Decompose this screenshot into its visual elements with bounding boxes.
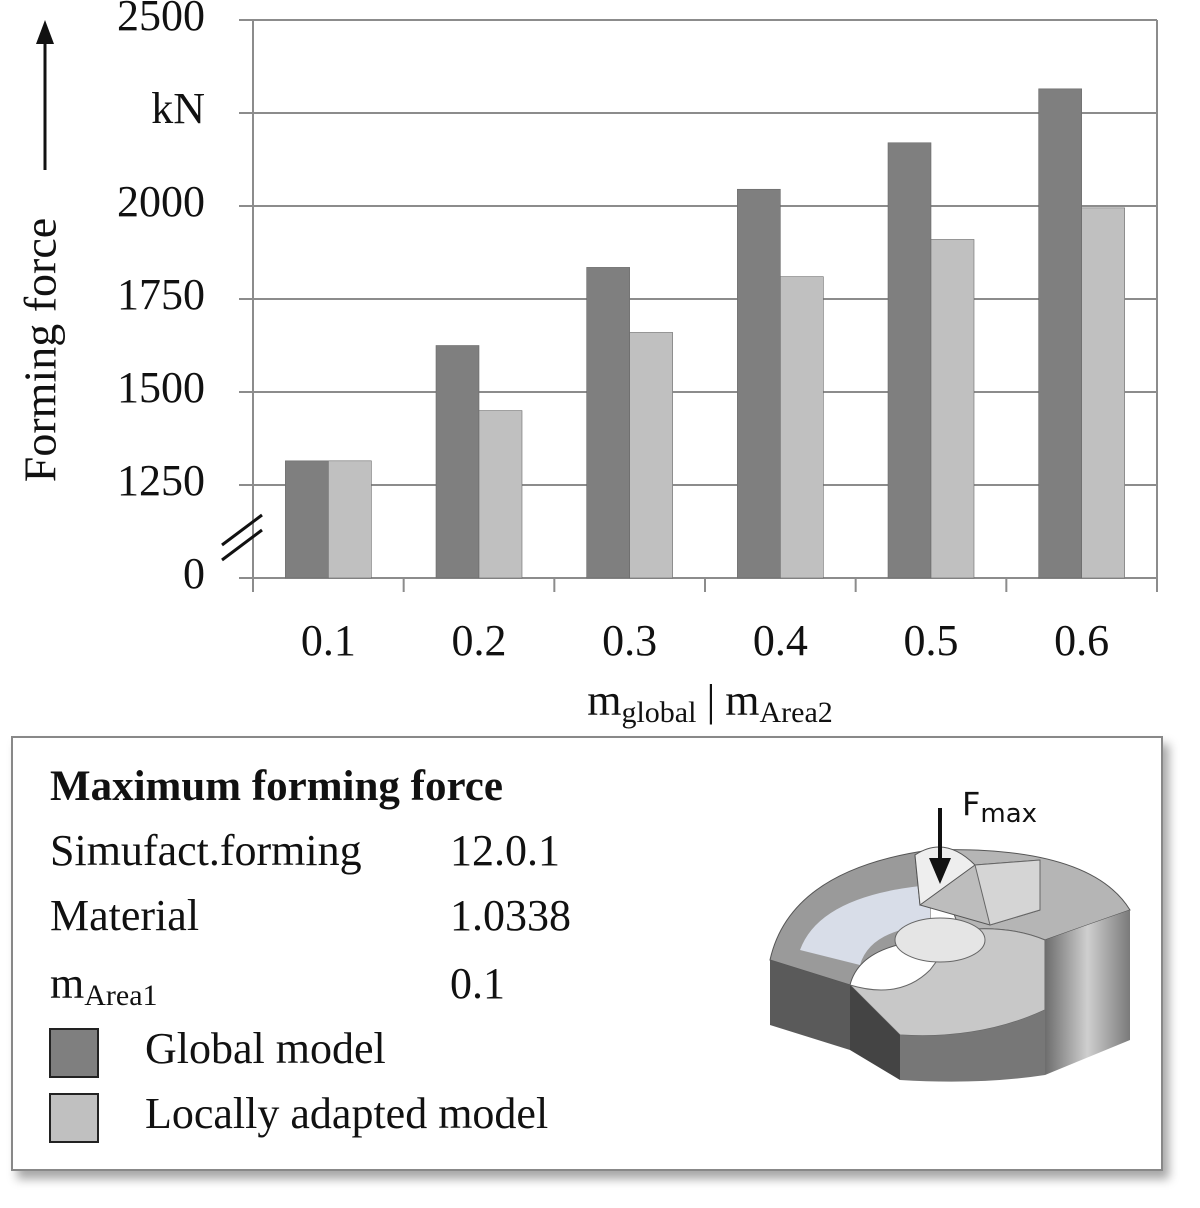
x-tick-label: 0.4 <box>753 616 808 665</box>
x-axis-label: mglobal | mArea2 <box>587 676 833 729</box>
y-tick-label: 1250 <box>117 456 205 505</box>
info-value: 12.0.1 <box>450 826 560 875</box>
x-tick-label: 0.1 <box>301 616 356 665</box>
y-tick-label: 2500 <box>117 0 205 40</box>
info-key-sub: Area1 <box>84 979 157 1012</box>
bar <box>285 460 329 579</box>
x-tick-label: 0.3 <box>602 616 657 665</box>
bar <box>1038 88 1082 579</box>
legend-label: Locally adapted model <box>145 1089 548 1138</box>
x-label-part: m <box>725 676 759 725</box>
x-label-sub: Area2 <box>759 696 832 729</box>
bar <box>780 276 824 579</box>
y-tick-label: 0 <box>183 549 205 598</box>
info-key-main: m <box>50 959 84 1008</box>
info-key: Material <box>50 891 199 940</box>
part-illustration <box>769 808 1131 1082</box>
x-tick-label: 0.2 <box>452 616 507 665</box>
axis-break <box>221 528 263 562</box>
y-axis-label: Forming force <box>15 218 66 482</box>
bar <box>586 267 630 579</box>
bar <box>435 345 480 579</box>
y-tick-label: 1750 <box>117 270 205 319</box>
legend-title: Maximum forming force <box>50 763 503 810</box>
bar <box>737 188 781 579</box>
bar <box>930 239 975 579</box>
plot-area: 0 1250 1500 1750 2000 kN 2500 0.1 0.2 0.3 0.4 0.5 0.… <box>117 0 1158 665</box>
force-label-main: F <box>962 785 980 823</box>
bar <box>478 410 523 579</box>
x-label-part: m <box>587 676 621 725</box>
x-label-sub: global <box>621 696 696 729</box>
bar <box>629 332 673 579</box>
legend: Global model Locally adapted model <box>49 1024 548 1143</box>
x-tick-label: 0.6 <box>1054 616 1109 665</box>
x-label-sep: | <box>706 676 715 725</box>
force-label: Fmax <box>962 785 1037 829</box>
axis-break <box>221 513 263 547</box>
legend-swatch <box>49 1028 99 1078</box>
info-value: 0.1 <box>450 959 505 1008</box>
info-key: Simufact.forming <box>50 826 362 875</box>
y-axis-arrowhead <box>36 20 54 44</box>
force-label-sub: max <box>980 799 1037 829</box>
bar <box>1081 207 1125 579</box>
legend-swatch <box>49 1093 99 1143</box>
info-key: mArea1 <box>50 959 158 1012</box>
bar <box>328 460 372 579</box>
x-tick-label: 0.5 <box>904 616 959 665</box>
legend-label: Global model <box>145 1024 386 1073</box>
y-tick-label: 2000 <box>117 177 205 226</box>
bar <box>887 142 932 579</box>
info-value: 1.0338 <box>450 891 571 940</box>
y-tick-label: 1500 <box>117 363 205 412</box>
y-tick-label: kN <box>151 84 205 133</box>
